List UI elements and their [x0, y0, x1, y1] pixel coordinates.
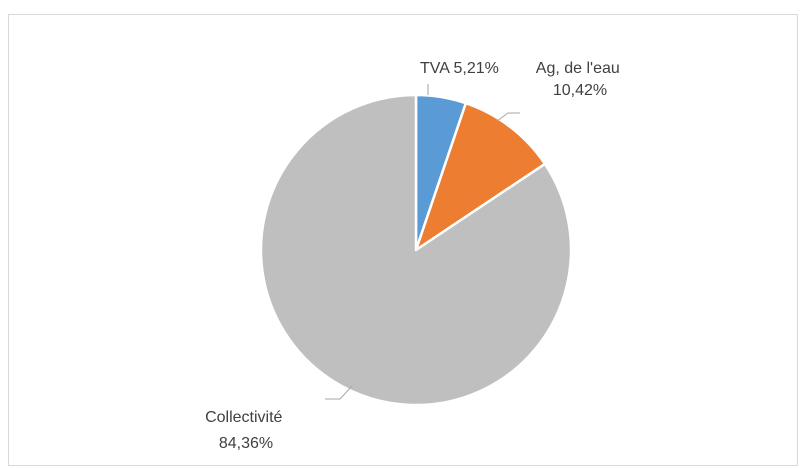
ag-eau-leader-line — [496, 112, 520, 122]
chart-frame — [8, 14, 798, 466]
pie-slices — [259, 93, 573, 407]
tva-label-value: 5,21% — [454, 60, 499, 77]
collectivite-slice — [259, 93, 573, 407]
ag-eau-label-value: 10,42% — [553, 82, 607, 99]
ag-eau-label: Ag, de l'eau 10,42% — [536, 60, 624, 99]
ag-eau-slice — [414, 101, 547, 252]
collectivite-label-value: 84,36% — [219, 435, 273, 452]
ag-eau-label-name: Ag, de l'eau — [536, 60, 620, 77]
tva-label: TVA 5,21% — [420, 60, 499, 77]
collectivite-leader-line — [325, 385, 353, 400]
collectivite-label: Collectivité 84,36% — [205, 409, 287, 452]
tva-label-name: TVA — [420, 60, 450, 77]
label-leader-lines — [325, 84, 520, 400]
data-labels: TVA 5,21% Ag, de l'eau 10,42% Collectivi… — [205, 60, 624, 452]
collectivite-label-name: Collectivité — [205, 409, 282, 426]
